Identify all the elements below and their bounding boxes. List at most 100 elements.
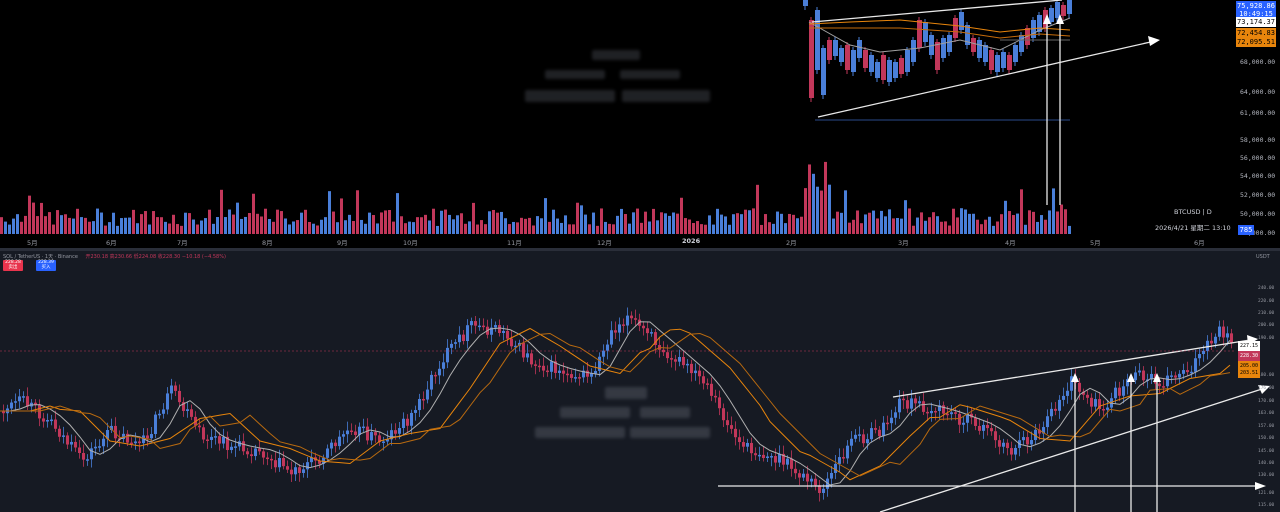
sol-candle-body <box>530 353 533 365</box>
sol-candle-body <box>174 385 177 391</box>
btc-candle-body <box>1037 15 1042 32</box>
btc-volume-bar <box>540 218 543 234</box>
btc-volume-bar <box>696 221 699 234</box>
sol-candle-body <box>870 428 873 440</box>
sol-candle-body <box>770 456 773 458</box>
btc-price-tick: 68,000.00 <box>1240 58 1276 66</box>
sol-candle-body <box>10 402 13 409</box>
btc-level-tag: 73,174.37 <box>1236 17 1276 27</box>
sol-candle-body <box>510 338 513 347</box>
btc-chart-svg[interactable] <box>0 0 1280 248</box>
sol-candle-body <box>926 411 929 414</box>
sol-candle-body <box>586 370 589 377</box>
sol-currency-label[interactable]: USDT <box>1256 254 1270 260</box>
btc-volume-bar <box>880 210 883 234</box>
sol-candle-body <box>778 453 781 463</box>
btc-volume-bar <box>252 193 255 234</box>
btc-volume-bar <box>360 219 363 234</box>
sol-candle-body <box>566 373 569 376</box>
sol-chart-pane[interactable]: SOL / TetherUS · 1天 · Binance 开230.18 高2… <box>0 251 1280 512</box>
watermark-line-8 <box>630 427 710 438</box>
sol-candle-body <box>258 448 261 452</box>
sol-ma1-tag: 205.00 <box>1238 361 1260 371</box>
sol-candle-body <box>62 435 65 437</box>
btc-volume-bar <box>1052 188 1055 234</box>
sol-candle-body <box>450 343 453 348</box>
sol-candle-body <box>218 436 221 444</box>
sol-candle-body <box>554 361 557 373</box>
sol-price-tick: 180.00 <box>1258 373 1275 378</box>
sol-candle-body <box>798 473 801 478</box>
btc-volume-bar <box>704 224 707 234</box>
btc-volume-bar <box>936 216 939 234</box>
sol-candle-body <box>606 344 609 351</box>
sol-candle-body <box>422 398 425 401</box>
btc-candle-body <box>905 50 910 72</box>
sol-candle-body <box>478 325 481 328</box>
sol-candle-body <box>210 436 213 440</box>
sol-candle-body <box>1178 373 1181 378</box>
btc-volume-bar <box>204 218 207 234</box>
btc-volume-bar <box>236 202 239 234</box>
sol-candle-body <box>1038 429 1041 434</box>
sol-candle-body <box>918 401 921 404</box>
sol-candle-body <box>550 361 553 372</box>
btc-volume-bar <box>112 212 115 234</box>
sol-candle-body <box>82 453 85 460</box>
sol-candle-body <box>134 441 137 444</box>
sell-button[interactable]: 228.28 卖出 <box>3 260 23 271</box>
sol-candle-body <box>990 428 993 432</box>
sol-price-tick: 176.00 <box>1258 386 1275 391</box>
sol-candle-body <box>90 448 93 460</box>
btc-candle-body <box>881 55 886 80</box>
sol-candle-body <box>838 457 841 464</box>
btc-volume-bar <box>1028 210 1031 234</box>
sol-candle-body <box>786 458 789 465</box>
btc-volume-bar <box>156 217 159 234</box>
btc-volume-bar <box>984 219 987 234</box>
btc-candle-body <box>995 55 1000 72</box>
sol-candle-body <box>254 448 257 457</box>
btc-volume-bar <box>140 214 143 234</box>
sol-candle-body <box>1054 408 1057 411</box>
sol-candle-body <box>938 405 941 412</box>
btc-volume-bar <box>508 224 511 234</box>
sol-candle-body <box>1158 383 1161 387</box>
btc-volume-bar <box>440 210 443 234</box>
sol-candle-body <box>610 330 613 345</box>
btc-volume-bar <box>608 223 611 234</box>
sol-candle-body <box>138 441 141 444</box>
btc-datetime-label: 2026/4/21 星期二 13:10 <box>1155 224 1231 232</box>
btc-volume-bar <box>288 224 291 234</box>
btc-volume-bar <box>848 222 851 234</box>
sol-candle-body <box>1226 333 1229 338</box>
btc-volume-bar <box>656 220 659 234</box>
buy-button[interactable]: 228.39 买入 <box>36 260 56 271</box>
btc-volume-bar <box>708 215 711 234</box>
btc-candle-body <box>851 50 856 72</box>
sol-chart-svg[interactable] <box>0 251 1280 512</box>
sol-candle-body <box>782 453 785 465</box>
sol-candle-body <box>762 454 765 459</box>
btc-volume-bar <box>828 184 831 234</box>
btc-volume-bar <box>220 189 223 234</box>
btc-volume-bar <box>884 216 887 234</box>
sol-candle-body <box>790 458 793 469</box>
btc-time-tick: 8月 <box>262 239 273 247</box>
btc-volume-bar <box>224 217 227 234</box>
btc-volume-bar <box>652 208 655 234</box>
btc-chart-pane[interactable]: 68,000.00 64,000.00 61,000.00 58,000.00 56,0… <box>0 0 1280 248</box>
btc-time-tick: 12月 <box>597 239 612 247</box>
btc-volume-bar <box>576 202 579 234</box>
sol-candle-body <box>1170 375 1173 377</box>
btc-candle-body <box>1067 0 1072 14</box>
sol-candle-body <box>502 330 505 334</box>
pane-divider[interactable] <box>0 248 1280 251</box>
btc-volume-bar <box>240 218 243 234</box>
btc-volume-bar <box>1020 189 1023 234</box>
btc-volume-bar <box>648 221 651 234</box>
btc-volume-bar <box>580 205 583 234</box>
btc-volume-bar <box>420 217 423 234</box>
btc-volume-bar <box>468 221 471 234</box>
sol-candle-body <box>1142 370 1145 381</box>
